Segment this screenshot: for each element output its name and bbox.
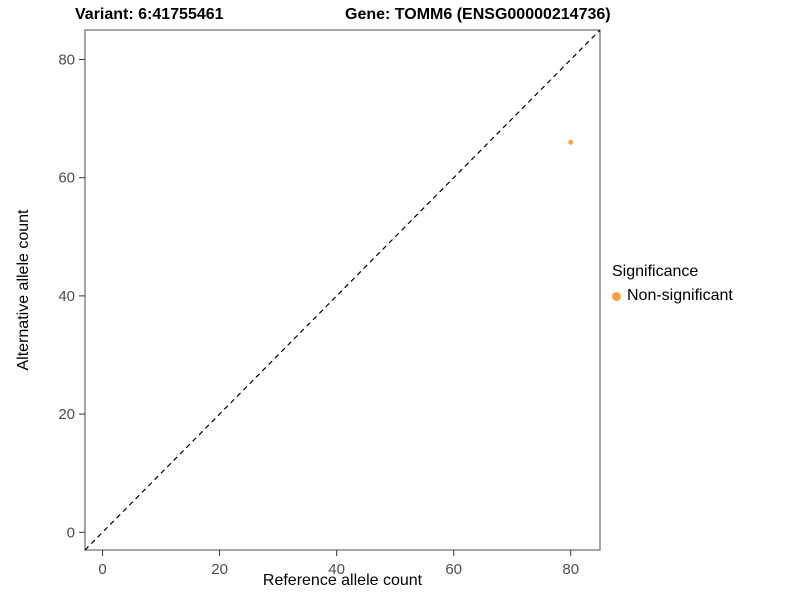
legend: Significance Non-significant [612, 263, 733, 305]
legend-swatch [612, 291, 621, 301]
x-axis-label: Reference allele count [262, 572, 423, 589]
identity-line [84, 29, 601, 551]
legend-entry: Non-significant [612, 287, 733, 305]
data-point [568, 139, 574, 145]
y-tick-label: 60 [58, 170, 75, 187]
y-tick-label: 0 [67, 524, 75, 541]
x-tick-label: 60 [445, 561, 462, 578]
x-tick-label: 0 [98, 561, 106, 578]
y-tick-label: 80 [58, 52, 75, 69]
y-tick-label: 20 [58, 406, 75, 423]
plot-title-variant: Variant: 6:41755461 [75, 6, 224, 23]
x-tick-label: 40 [328, 561, 345, 578]
plot-title-gene: Gene: TOMM6 (ENSG00000214736) [345, 6, 611, 23]
panel-border [84, 29, 601, 551]
legend-entry-label: Non-significant [627, 287, 733, 304]
y-tick-label: 40 [58, 288, 75, 305]
x-tick-label: 80 [562, 561, 579, 578]
x-tick-label: 20 [211, 561, 228, 578]
legend-title: Significance [612, 263, 699, 280]
y-axis-label: Alternative allele count [15, 209, 32, 371]
